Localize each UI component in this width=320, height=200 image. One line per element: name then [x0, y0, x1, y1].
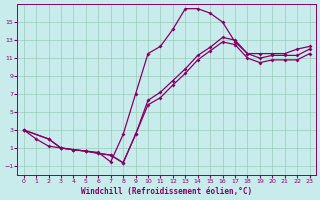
- X-axis label: Windchill (Refroidissement éolien,°C): Windchill (Refroidissement éolien,°C): [81, 187, 252, 196]
